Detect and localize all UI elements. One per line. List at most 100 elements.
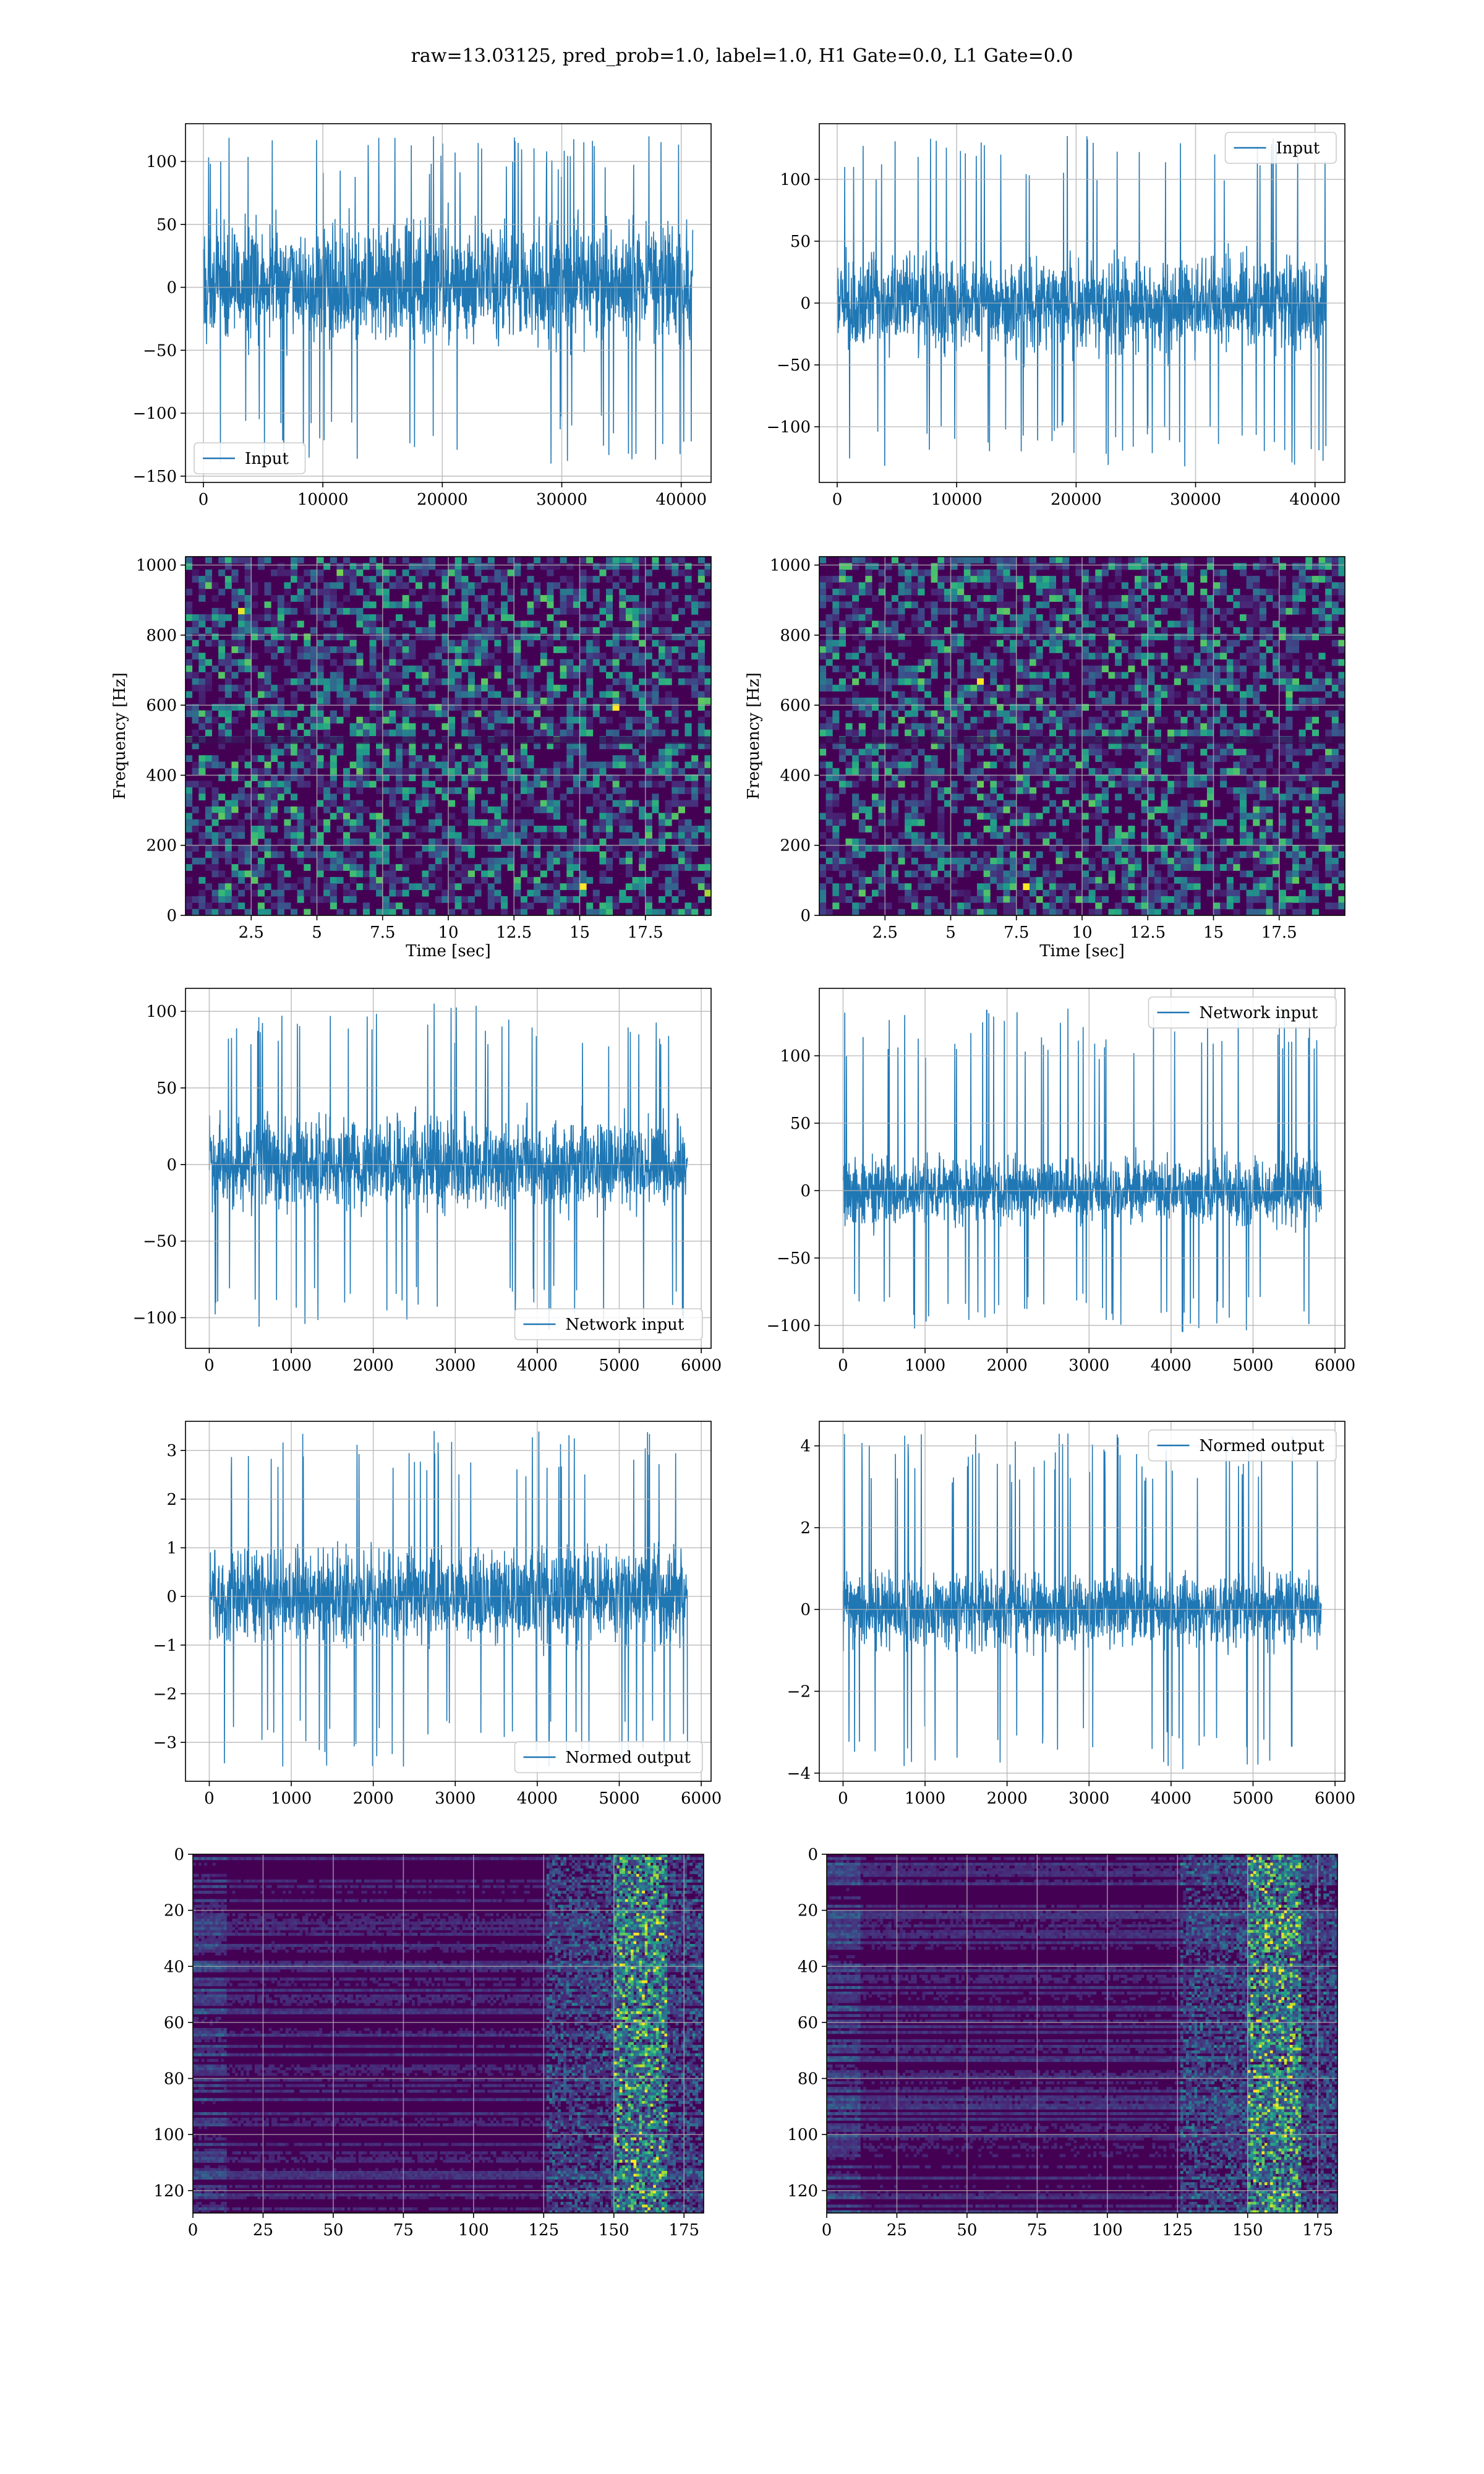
heatmap-cell <box>192 620 199 628</box>
heatmap-cell <box>527 601 534 609</box>
heatmap-cell <box>612 896 620 903</box>
x-tick-label: 5 <box>312 923 322 942</box>
heatmap-cell <box>684 909 692 915</box>
heatmap-cell <box>409 800 416 807</box>
heatmap-cell <box>1095 723 1102 730</box>
heatmap-cell <box>310 755 317 762</box>
heatmap-cell <box>356 864 364 871</box>
y-tick-label: −100 <box>767 418 811 437</box>
heatmap-cell <box>1180 826 1188 833</box>
heatmap-cell <box>1023 685 1030 691</box>
heatmap-cell <box>1148 902 1155 910</box>
heatmap-cell <box>697 787 705 794</box>
heatmap-cell <box>1193 697 1201 704</box>
heatmap-cell <box>1266 883 1273 891</box>
heatmap-cell <box>507 832 514 839</box>
heatmap-cell <box>672 883 679 891</box>
heatmap-cell <box>527 832 534 839</box>
heatmap-cell <box>1273 864 1280 871</box>
heatmap-cell <box>1135 748 1142 756</box>
heatmap-cell <box>1206 723 1214 730</box>
heatmap-cell <box>1246 889 1253 897</box>
heatmap-cell <box>547 640 554 647</box>
heatmap-cell <box>467 557 475 563</box>
heatmap-cell <box>1043 710 1050 717</box>
heatmap-cell <box>1311 781 1319 788</box>
heatmap-cell <box>448 659 456 666</box>
heatmap-cell <box>918 832 925 839</box>
heatmap-cell <box>1016 620 1023 628</box>
heatmap-cell <box>845 697 853 704</box>
heatmap-cell <box>586 666 594 672</box>
heatmap-cell <box>852 653 859 660</box>
heatmap-cell <box>1220 569 1227 576</box>
heatmap-cell <box>317 659 324 666</box>
heatmap-cell <box>369 864 377 871</box>
heatmap-cell <box>1180 857 1188 865</box>
heatmap-cell <box>448 889 456 897</box>
heatmap-cell <box>1068 588 1076 596</box>
heatmap-cell <box>885 832 892 839</box>
heatmap-cell <box>1128 876 1135 884</box>
heatmap-cell <box>898 653 905 660</box>
heatmap-cell <box>186 646 193 653</box>
heatmap-cell <box>885 627 892 634</box>
heatmap-cell <box>402 774 409 781</box>
heatmap-cell <box>1180 569 1188 576</box>
heatmap-cell <box>1010 787 1017 794</box>
heatmap-cell <box>1148 653 1155 660</box>
heatmap-cell <box>872 653 879 660</box>
heatmap-cell <box>639 704 646 711</box>
heatmap-cell <box>579 876 587 884</box>
heatmap-cell <box>507 633 514 641</box>
heatmap-cell <box>1128 781 1135 788</box>
heatmap-cell <box>1062 633 1070 641</box>
heatmap-cell <box>291 691 298 698</box>
heatmap-cell <box>396 697 403 704</box>
heatmap-cell <box>547 826 554 833</box>
heatmap-cell <box>448 588 456 596</box>
heatmap-cell <box>1062 889 1070 897</box>
heatmap-cell <box>389 909 396 915</box>
heatmap-cell <box>1298 748 1306 756</box>
heatmap-cell <box>461 691 469 698</box>
heatmap-cell <box>507 838 514 845</box>
heatmap-cell <box>1095 813 1102 820</box>
heatmap-cell <box>1273 666 1280 672</box>
heatmap-cell <box>487 819 495 826</box>
heatmap-cell <box>911 800 918 807</box>
heatmap-cell <box>415 857 422 865</box>
heatmap-cell <box>382 896 390 903</box>
heatmap-cell <box>1206 826 1214 833</box>
heatmap-cell <box>937 607 945 615</box>
heatmap-cell <box>872 800 879 807</box>
heatmap-cell <box>1193 672 1201 679</box>
heatmap-cell <box>317 864 324 871</box>
heatmap-cell <box>1121 723 1128 730</box>
heatmap-cell <box>838 563 846 570</box>
heatmap-cell <box>527 800 534 807</box>
heatmap-cell <box>467 806 475 813</box>
heatmap-cell <box>1311 870 1319 878</box>
heatmap-cell <box>1003 678 1010 685</box>
heatmap-cell <box>1128 563 1135 570</box>
heatmap-cell <box>1154 576 1161 583</box>
heatmap-cell <box>1246 646 1253 653</box>
heatmap-cell <box>573 857 580 865</box>
heatmap-cell <box>264 607 271 615</box>
heatmap-cell <box>1141 601 1148 609</box>
heatmap-cell <box>606 864 613 871</box>
heatmap-cell <box>983 729 991 737</box>
heatmap-cell <box>1088 691 1096 698</box>
heatmap-cell <box>1115 710 1122 717</box>
heatmap-cell <box>1030 569 1037 576</box>
heatmap-cell <box>990 678 997 685</box>
heatmap-cell <box>520 819 527 826</box>
heatmap-cell <box>1036 672 1043 679</box>
heatmap-cell <box>1141 876 1148 884</box>
heatmap-cell <box>1016 813 1023 820</box>
heatmap-cell <box>211 640 219 647</box>
heatmap-cell <box>838 685 846 691</box>
heatmap-cell <box>186 826 193 833</box>
heatmap-cell <box>1154 774 1161 781</box>
